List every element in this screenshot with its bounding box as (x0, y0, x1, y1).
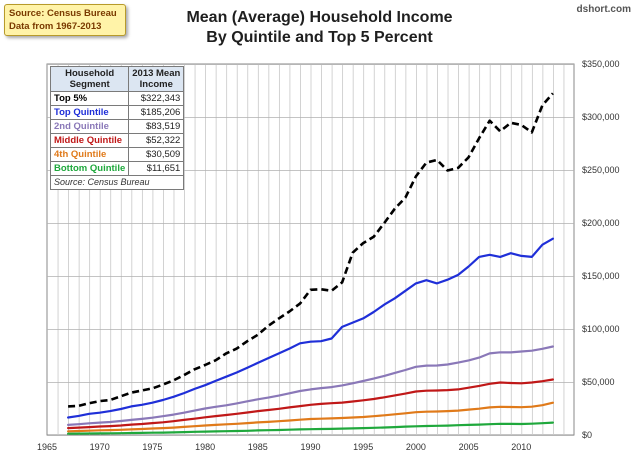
legend-row: Top Quintile $185,206 (49, 105, 185, 120)
x-tick-label: 1965 (37, 442, 57, 452)
legend-header-income: 2013 Mean Income (128, 66, 185, 92)
x-tick-label: 1980 (195, 442, 215, 452)
legend-table: Household Segment 2013 Mean Income Top 5… (49, 66, 185, 190)
x-tick-label: 2010 (511, 442, 531, 452)
x-tick-label: 1970 (90, 442, 110, 452)
series-line-4th-quintile (66, 401, 555, 433)
y-tick-label: $150,000 (582, 271, 620, 281)
legend-segment-label: Middle Quintile (49, 133, 130, 148)
legend-income-value: $52,322 (128, 133, 185, 148)
x-tick-label: 2000 (406, 442, 426, 452)
legend-segment-label: 4th Quintile (49, 147, 130, 162)
legend-row: Middle Quintile $52,322 (49, 133, 185, 148)
source-note: Source: Census Bureau Data from 1967-201… (4, 4, 126, 36)
plot-border (46, 63, 575, 436)
legend-header-row: Household Segment 2013 Mean Income (49, 66, 185, 92)
legend-body: Top 5% $322,343 Top Quintile $185,206 2nd Qu… (49, 91, 185, 190)
legend-row: 4th Quintile $30,509 (49, 147, 185, 162)
legend-income-value: $11,651 (128, 161, 185, 176)
source-note-line1: Source: Census Bureau (9, 8, 117, 19)
x-tick-label: 1990 (300, 442, 320, 452)
legend-segment-label: Bottom Quintile (49, 161, 130, 176)
y-tick-label: $200,000 (582, 218, 620, 228)
series-line-bottom-quintile (66, 421, 555, 435)
y-tick-label: $250,000 (582, 165, 620, 175)
chart-title-line1: Mean (Average) Household Income (186, 9, 453, 26)
legend-income-value: $30,509 (128, 147, 185, 162)
legend-income-value: $83,519 (128, 119, 185, 134)
x-tick-label: 1975 (142, 442, 162, 452)
legend-income-value: $185,206 (128, 105, 185, 120)
legend-income-value: $322,343 (128, 91, 185, 106)
y-tick-label: $0 (582, 430, 592, 440)
legend-row: Bottom Quintile $11,651 (49, 161, 185, 176)
legend-header-income-line1: 2013 Mean (132, 68, 181, 79)
legend-header-segment-line1: Household (65, 68, 115, 79)
y-tick-label: $350,000 (582, 59, 620, 69)
chart-title-line2: By Quintile and Top 5 Percent (206, 29, 433, 46)
legend-row: 2nd Quintile $83,519 (49, 119, 185, 134)
series-line-top-quintile (66, 237, 555, 419)
legend-segment-label: Top Quintile (49, 105, 130, 120)
y-tick-label: $50,000 (582, 377, 615, 387)
legend-note-row: Source: Census Bureau (49, 175, 185, 190)
legend-segment-label: Top 5% (49, 91, 130, 106)
legend-header-income-line2: Income (139, 79, 173, 90)
x-tick-label: 1985 (248, 442, 268, 452)
brand-label: dshort.com (576, 4, 631, 15)
legend-header-segment-line2: Segment (69, 79, 110, 90)
series-lines (66, 92, 555, 435)
legend-note: Source: Census Bureau (49, 175, 185, 190)
source-note-line2: Data from 1967-2013 (9, 21, 102, 32)
y-tick-label: $300,000 (582, 112, 620, 122)
series-line-2nd-quintile (66, 345, 555, 426)
x-tick-label: 2005 (459, 442, 479, 452)
axes: $0 $50,000 $100,000 $150,000 $200,000 $250,00… (37, 59, 620, 452)
legend-row: Top 5% $322,343 (49, 91, 185, 106)
series-line-top-5 (68, 92, 554, 408)
y-tick-label: $100,000 (582, 324, 620, 334)
legend-segment-label: 2nd Quintile (49, 119, 130, 134)
x-tick-label: 1995 (353, 442, 373, 452)
chart-title: Mean (Average) Household Income By Quint… (0, 8, 639, 48)
series-line-middle-quintile (66, 378, 555, 430)
legend-header-segment: Household Segment (49, 66, 130, 92)
